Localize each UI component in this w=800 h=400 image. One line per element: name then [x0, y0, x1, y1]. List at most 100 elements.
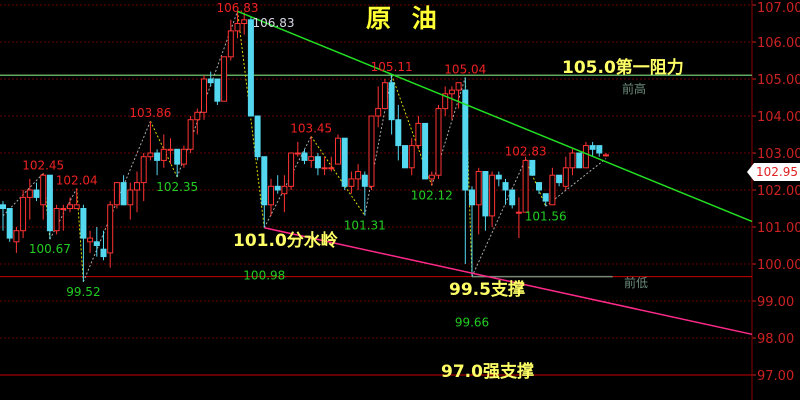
candle-body [268, 185, 274, 206]
zigzag-segment [237, 11, 265, 228]
candle-body [26, 189, 33, 198]
candle [482, 171, 489, 231]
candle-body [214, 78, 221, 102]
candle [60, 204, 67, 231]
candle [422, 122, 429, 180]
candle [589, 141, 596, 157]
candle [127, 182, 134, 220]
zigzag-segment [471, 159, 527, 277]
candle-body [448, 89, 455, 95]
swing-label-low: 100.67 [29, 242, 71, 256]
zigzag-segment [76, 188, 84, 282]
candle [542, 193, 549, 207]
candle-body [274, 185, 281, 191]
candle [301, 149, 308, 165]
candle [569, 149, 576, 176]
candle [515, 197, 522, 239]
candle [469, 186, 475, 277]
candle [87, 230, 94, 253]
candle [408, 138, 415, 176]
candle [67, 197, 73, 213]
candle [6, 208, 13, 242]
candle-body [596, 145, 603, 154]
candle-body [475, 171, 482, 206]
candle [73, 188, 80, 210]
candle [160, 134, 167, 168]
candle-body [495, 174, 502, 180]
candle [522, 156, 529, 213]
candle-body [187, 119, 194, 150]
candle [288, 152, 295, 190]
candle-body [308, 156, 315, 161]
swing-label-low: 102.35 [156, 180, 198, 194]
y-tick-label: 97.00 [757, 369, 794, 384]
candle-body [174, 148, 181, 165]
swing-label-high: 105.04 [444, 63, 486, 77]
watershed-annotation: 101.0分水岭 [233, 231, 338, 251]
candle [549, 167, 556, 206]
candle-body [435, 108, 442, 176]
prev-low-label: 前低 [624, 276, 649, 290]
candle [167, 138, 174, 165]
candle [402, 145, 408, 169]
candle [489, 171, 496, 227]
candle-body [127, 189, 134, 206]
candle [562, 156, 569, 190]
y-tick-label: 98.00 [757, 332, 794, 347]
candle-body [154, 152, 161, 161]
candle [274, 175, 281, 194]
candle [428, 171, 435, 186]
y-tick-label: 104.00 [757, 110, 800, 125]
y-tick-label: 106.00 [757, 36, 800, 51]
zigzag-segment [525, 159, 547, 207]
candle [100, 230, 107, 261]
candle-body [589, 145, 596, 150]
candle [53, 204, 60, 235]
candle [80, 204, 87, 282]
candle [448, 86, 455, 120]
candle-body [160, 148, 167, 161]
candle-body [381, 82, 388, 110]
candle [529, 159, 536, 176]
y-tick-label: 105.00 [757, 73, 800, 88]
candle [194, 108, 201, 135]
candle [13, 227, 20, 253]
candle-body [247, 19, 254, 117]
candle [375, 86, 382, 128]
candle-body [80, 208, 87, 239]
candle-body [20, 196, 27, 232]
candle [415, 116, 422, 150]
swing-label-low: 101.31 [344, 219, 386, 233]
candle [603, 153, 609, 157]
candle [20, 190, 27, 239]
swing-label-high: 103.86 [129, 106, 171, 120]
candle-body [375, 108, 382, 117]
candle-body [254, 115, 261, 158]
candle-body [180, 148, 187, 165]
prev-high-label: 前高 [622, 82, 647, 96]
candle-body [227, 30, 234, 58]
y-tick-label: 103.00 [757, 147, 800, 162]
y-tick-label: 101.00 [757, 221, 800, 236]
resistance-annotation: 105.0第一阻力 [562, 58, 684, 78]
candle [381, 79, 388, 110]
candle-body [46, 174, 53, 232]
candle [435, 104, 442, 179]
candle-body [241, 19, 248, 24]
candle-body [455, 82, 462, 91]
candle-body [281, 185, 288, 195]
candle-body [261, 156, 268, 206]
candle-body [442, 93, 449, 110]
candle-body [502, 182, 509, 191]
candle [576, 152, 583, 169]
candle [221, 56, 228, 102]
swing-label-high: 106.83 [217, 1, 259, 15]
candle [113, 182, 120, 209]
candle [214, 78, 221, 105]
candle [294, 141, 301, 157]
candle-body [408, 145, 415, 169]
zigzag-segment [545, 158, 607, 207]
candle-body [140, 156, 147, 184]
candle-body [194, 111, 201, 121]
candle [442, 86, 449, 116]
